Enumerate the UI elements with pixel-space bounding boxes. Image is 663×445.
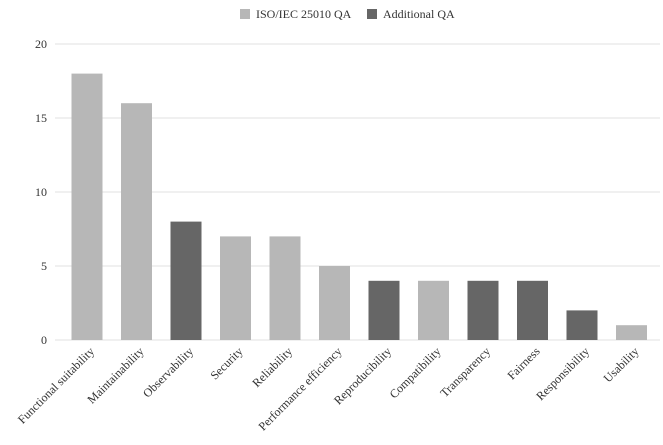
bar-maintainability (121, 103, 152, 340)
x-axis-ticks: Functional suitabilityMaintainabilityObs… (15, 344, 642, 433)
x-tick-label: Responsibility (533, 344, 592, 403)
x-tick-label: Usability (601, 344, 642, 385)
bar-compatibility (418, 280, 449, 340)
x-tick-label: Security (207, 344, 245, 382)
bar-reproducibility (368, 280, 400, 340)
bar-fairness (517, 280, 548, 340)
y-axis-ticks: 0 5 10 15 20 (35, 37, 47, 347)
y-tick-label: 20 (35, 37, 47, 51)
legend-label: ISO/IEC 25010 QA (256, 7, 352, 21)
x-tick-label: Observability (140, 344, 196, 400)
y-tick-label: 0 (41, 333, 47, 347)
gridlines (55, 43, 660, 341)
x-tick-label: Fairness (504, 344, 542, 382)
bar-security (220, 236, 251, 340)
y-tick-label: 10 (35, 185, 47, 199)
bar-transparency (467, 280, 499, 340)
legend-swatch (240, 9, 250, 19)
x-tick-label: Reliability (249, 344, 295, 390)
bar-reliability (269, 236, 301, 340)
bar-responsibility (566, 310, 598, 340)
x-tick-label: Performance efficiency (255, 344, 344, 433)
bar-usability (616, 325, 647, 340)
y-tick-label: 5 (41, 259, 47, 273)
bar-performance-efficiency (319, 266, 350, 340)
x-tick-label: Compatibility (387, 344, 444, 401)
legend: ISO/IEC 25010 QA Additional QA (240, 7, 455, 21)
x-tick-label: Functional suitability (15, 344, 97, 426)
bars (71, 73, 647, 340)
legend-swatch (367, 9, 377, 19)
x-tick-label: Transparency (437, 344, 493, 400)
legend-label: Additional QA (383, 7, 455, 21)
bar-observability (170, 221, 202, 340)
y-tick-label: 15 (35, 111, 47, 125)
bar-functional-suitability (71, 73, 103, 340)
